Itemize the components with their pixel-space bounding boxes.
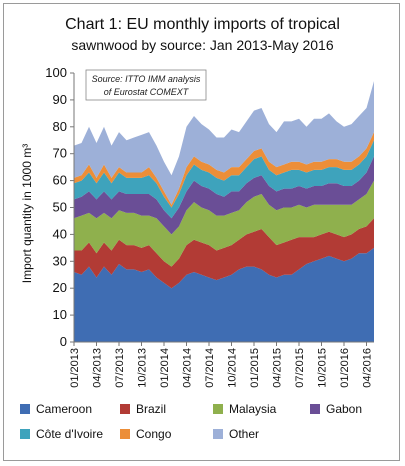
legend-item: Brazil xyxy=(120,402,166,416)
x-tick-label: 01/2014 xyxy=(159,348,171,388)
legend-item: Other xyxy=(213,427,259,441)
series-area-congo xyxy=(74,132,374,208)
x-tick-label: 04/2014 xyxy=(182,348,194,388)
y-tick-label: 100 xyxy=(45,65,67,80)
x-tick-label: 07/2015 xyxy=(294,348,306,388)
y-axis-label: Import quantity in 1000 m³ xyxy=(20,144,34,283)
y-tick-label: 0 xyxy=(60,334,67,349)
y-tick-label: 60 xyxy=(53,173,67,188)
source-note-line-1: Source: ITTO IMM analysis xyxy=(92,74,201,84)
source-note-line-2: of Eurostat COMEXT xyxy=(104,87,190,97)
x-tick-label: 04/2013 xyxy=(92,348,104,388)
legend-swatch xyxy=(120,429,130,439)
y-tick-label: 40 xyxy=(53,226,67,241)
y-tick-label: 90 xyxy=(53,92,67,107)
x-tick-label: 01/2016 xyxy=(339,348,351,388)
legend-label: Gabon xyxy=(326,402,363,416)
legend-swatch xyxy=(213,404,223,414)
x-tick-label: 04/2016 xyxy=(362,348,374,388)
legend-item: Côte d'Ivoire xyxy=(20,427,103,441)
y-tick-label: 70 xyxy=(53,146,67,161)
legend-item: Malaysia xyxy=(213,402,276,416)
series-area-gabon xyxy=(74,156,374,235)
x-tick-label: 10/2014 xyxy=(227,348,239,388)
y-tick-label: 10 xyxy=(53,307,67,322)
y-tick-label: 50 xyxy=(53,200,67,215)
legend-item: Cameroon xyxy=(20,402,92,416)
series-area-c-te-d-ivoire xyxy=(74,140,374,219)
chart-subtitle: sawnwood by source: Jan 2013-May 2016 xyxy=(71,37,334,53)
legend-swatch xyxy=(213,429,223,439)
legend-label: Brazil xyxy=(136,402,167,416)
series-area-cameroon xyxy=(74,247,374,342)
series-area-brazil xyxy=(74,218,374,289)
legend-label: Congo xyxy=(136,427,172,441)
x-tick-label: 07/2014 xyxy=(204,348,216,388)
legend-swatch xyxy=(20,404,30,414)
source-note: Source: ITTO IMM analysis of Eurostat CO… xyxy=(85,69,207,101)
y-tick-label: 80 xyxy=(53,119,67,134)
stacked-areas xyxy=(74,81,374,342)
legend-item: Congo xyxy=(120,427,171,441)
source-note-box xyxy=(85,69,207,101)
x-tick-label: 10/2013 xyxy=(137,348,149,388)
legend-label: Other xyxy=(229,427,260,441)
legend-label: Cameroon xyxy=(36,402,93,416)
series-area-other xyxy=(74,81,374,205)
legend-label: Malaysia xyxy=(229,402,277,416)
chart-title: Chart 1: EU monthly imports of tropical xyxy=(65,16,340,33)
y-tick-label: 30 xyxy=(53,253,67,268)
x-tick-label: 07/2013 xyxy=(114,348,126,388)
x-tick-label: 04/2015 xyxy=(272,348,284,388)
legend-swatch xyxy=(310,404,320,414)
x-tick-label: 01/2013 xyxy=(69,348,81,388)
legend-swatch xyxy=(120,404,130,414)
x-tick-label: 01/2015 xyxy=(249,348,261,388)
y-tick-label: 20 xyxy=(53,280,67,295)
legend-label: Côte d'Ivoire xyxy=(36,427,103,441)
series-area-malaysia xyxy=(74,180,374,267)
legend-item: Gabon xyxy=(310,402,362,416)
axes: 0 10 20 30 40 50 60 70 80 90 100 01/2013 04/2013 07/2… xyxy=(45,65,374,388)
x-tick-label: 10/2015 xyxy=(317,348,329,388)
legend-swatch xyxy=(20,429,30,439)
